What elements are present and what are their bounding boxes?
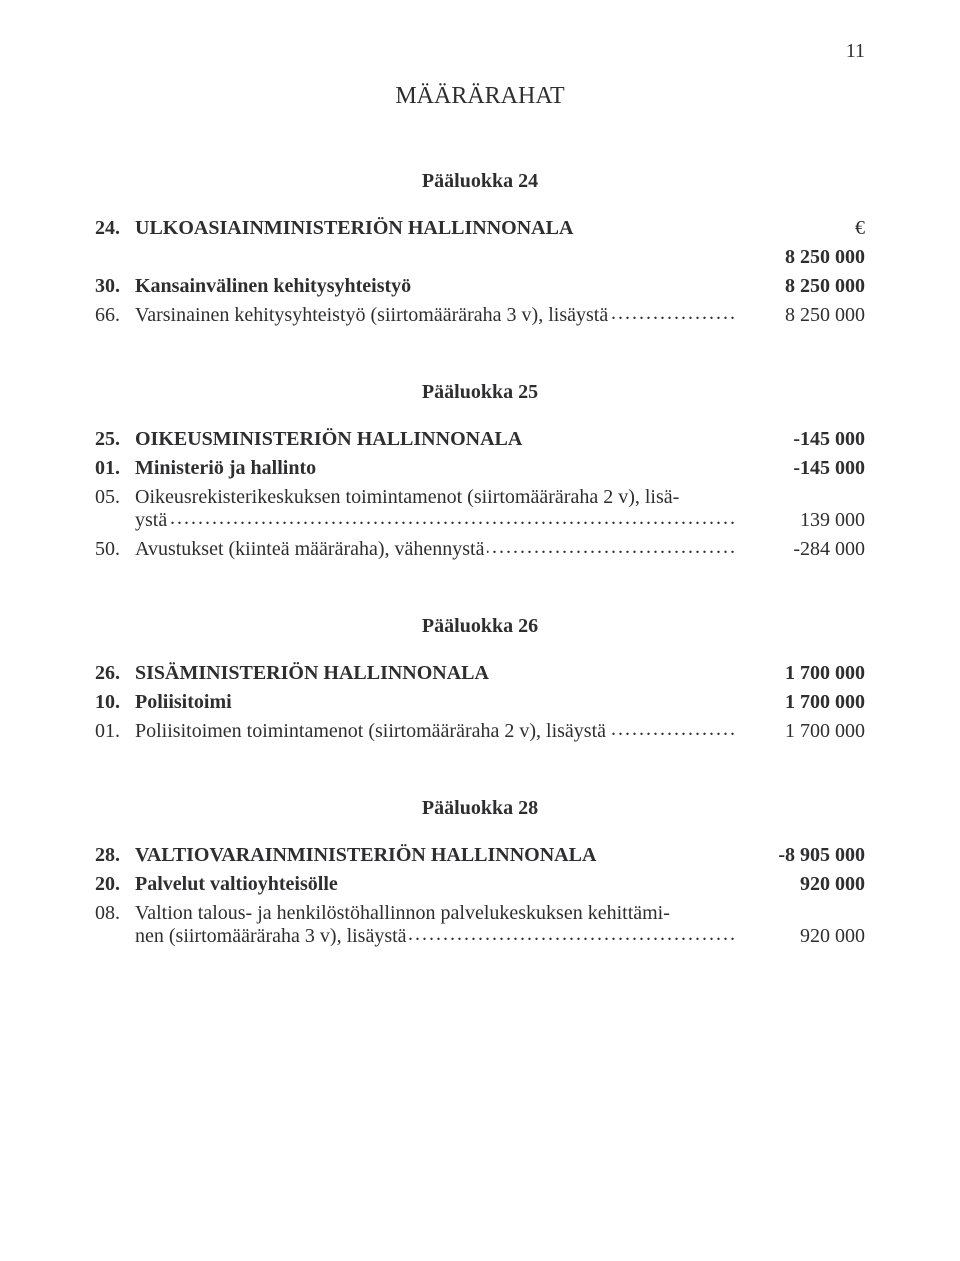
row-label-line2: ystä [135, 509, 735, 532]
row-number: 20. [95, 873, 135, 896]
section-header-28: Pääluokka 28 [95, 797, 865, 820]
row-number: 01. [95, 720, 135, 743]
row-number: 50. [95, 538, 135, 561]
row-value-empty [735, 486, 865, 509]
row-number: 28. [95, 844, 135, 867]
row-number: 05. [95, 486, 135, 509]
page-title: MÄÄRÄRAHAT [95, 83, 865, 110]
row-28-main: 28. VALTIOVARAINMINISTERIÖN HALLINNONALA… [95, 844, 865, 867]
section-header-24: Pääluokka 24 [95, 170, 865, 193]
row-label: ULKOASIAINMINISTERIÖN HALLINNONALA [135, 217, 735, 240]
row-26-10: 10. Poliisitoimi 1 700 000 [95, 691, 865, 714]
row-label: Palvelut valtioyhteisölle [135, 873, 735, 896]
row-number: 24. [95, 217, 135, 240]
row-value-empty [735, 902, 865, 925]
row-25-05-line2: ystä 139 000 [95, 509, 865, 532]
row-number: 26. [95, 662, 135, 685]
document-page: 11 MÄÄRÄRAHAT Pääluokka 24 24. ULKOASIAI… [0, 0, 960, 1014]
row-25-01: 01. Ministeriö ja hallinto -145 000 [95, 457, 865, 480]
row-24-66: 66. Varsinainen kehitysyhteistyö (siirto… [95, 304, 865, 327]
row-label: VALTIOVARAINMINISTERIÖN HALLINNONALA [135, 844, 735, 867]
row-label: OIKEUSMINISTERIÖN HALLINNONALA [135, 428, 735, 451]
row-value: -145 000 [735, 457, 865, 480]
row-label-line2: nen (siirtomääräraha 3 v), lisäystä [135, 925, 735, 948]
row-value: 920 000 [735, 873, 865, 896]
page-number: 11 [95, 40, 865, 63]
row-number: 25. [95, 428, 135, 451]
row-value: 8 250 000 [735, 275, 865, 298]
row-number: 66. [95, 304, 135, 327]
row-value: 1 700 000 [735, 691, 865, 714]
row-label: SISÄMINISTERIÖN HALLINNONALA [135, 662, 735, 685]
row-value: -145 000 [735, 428, 865, 451]
section-header-26: Pääluokka 26 [95, 615, 865, 638]
row-26-01: 01. Poliisitoimen toimintamenot (siirtom… [95, 720, 865, 743]
row-label: Varsinainen kehitysyhteistyö (siirtomäär… [135, 304, 735, 327]
row-label-line1: Valtion talous- ja henkilöstöhallinnon p… [135, 902, 735, 925]
row-28-08-line1: 08. Valtion talous- ja henkilöstöhallinn… [95, 902, 865, 925]
row-value: -284 000 [735, 538, 865, 561]
row-label: Poliisitoimen toimintamenot (siirtomäärä… [135, 720, 735, 743]
euro-symbol: € [735, 217, 865, 240]
row-28-08-line2: nen (siirtomääräraha 3 v), lisäystä 920 … [95, 925, 865, 948]
row-label: Ministeriö ja hallinto [135, 457, 735, 480]
row-value: 139 000 [735, 509, 865, 532]
row-25-05-line1: 05. Oikeusrekisterikeskuksen toimintamen… [95, 486, 865, 509]
section-top-row-24: 24. ULKOASIAINMINISTERIÖN HALLINNONALA € [95, 217, 865, 240]
row-label: Avustukset (kiinteä määräraha), vähennys… [135, 538, 735, 561]
row-value: 8 250 000 [735, 304, 865, 327]
row-label: Kansainvälinen kehitysyhteistyö [135, 275, 735, 298]
section-header-25: Pääluokka 25 [95, 381, 865, 404]
row-number: 30. [95, 275, 135, 298]
row-value: 920 000 [735, 925, 865, 948]
row-number: 10. [95, 691, 135, 714]
row-value: 8 250 000 [735, 246, 865, 269]
row-value: 1 700 000 [735, 720, 865, 743]
row-number: 08. [95, 902, 135, 925]
row-value: 1 700 000 [735, 662, 865, 685]
section-value-row-24: 8 250 000 [95, 246, 865, 269]
row-25-main: 25. OIKEUSMINISTERIÖN HALLINNONALA -145 … [95, 428, 865, 451]
row-value: -8 905 000 [735, 844, 865, 867]
row-number: 01. [95, 457, 135, 480]
row-label-line1: Oikeusrekisterikeskuksen toimintamenot (… [135, 486, 735, 509]
row-26-main: 26. SISÄMINISTERIÖN HALLINNONALA 1 700 0… [95, 662, 865, 685]
row-28-20: 20. Palvelut valtioyhteisölle 920 000 [95, 873, 865, 896]
row-label: Poliisitoimi [135, 691, 735, 714]
row-25-50: 50. Avustukset (kiinteä määräraha), vähe… [95, 538, 865, 561]
row-24-30: 30. Kansainvälinen kehitysyhteistyö 8 25… [95, 275, 865, 298]
